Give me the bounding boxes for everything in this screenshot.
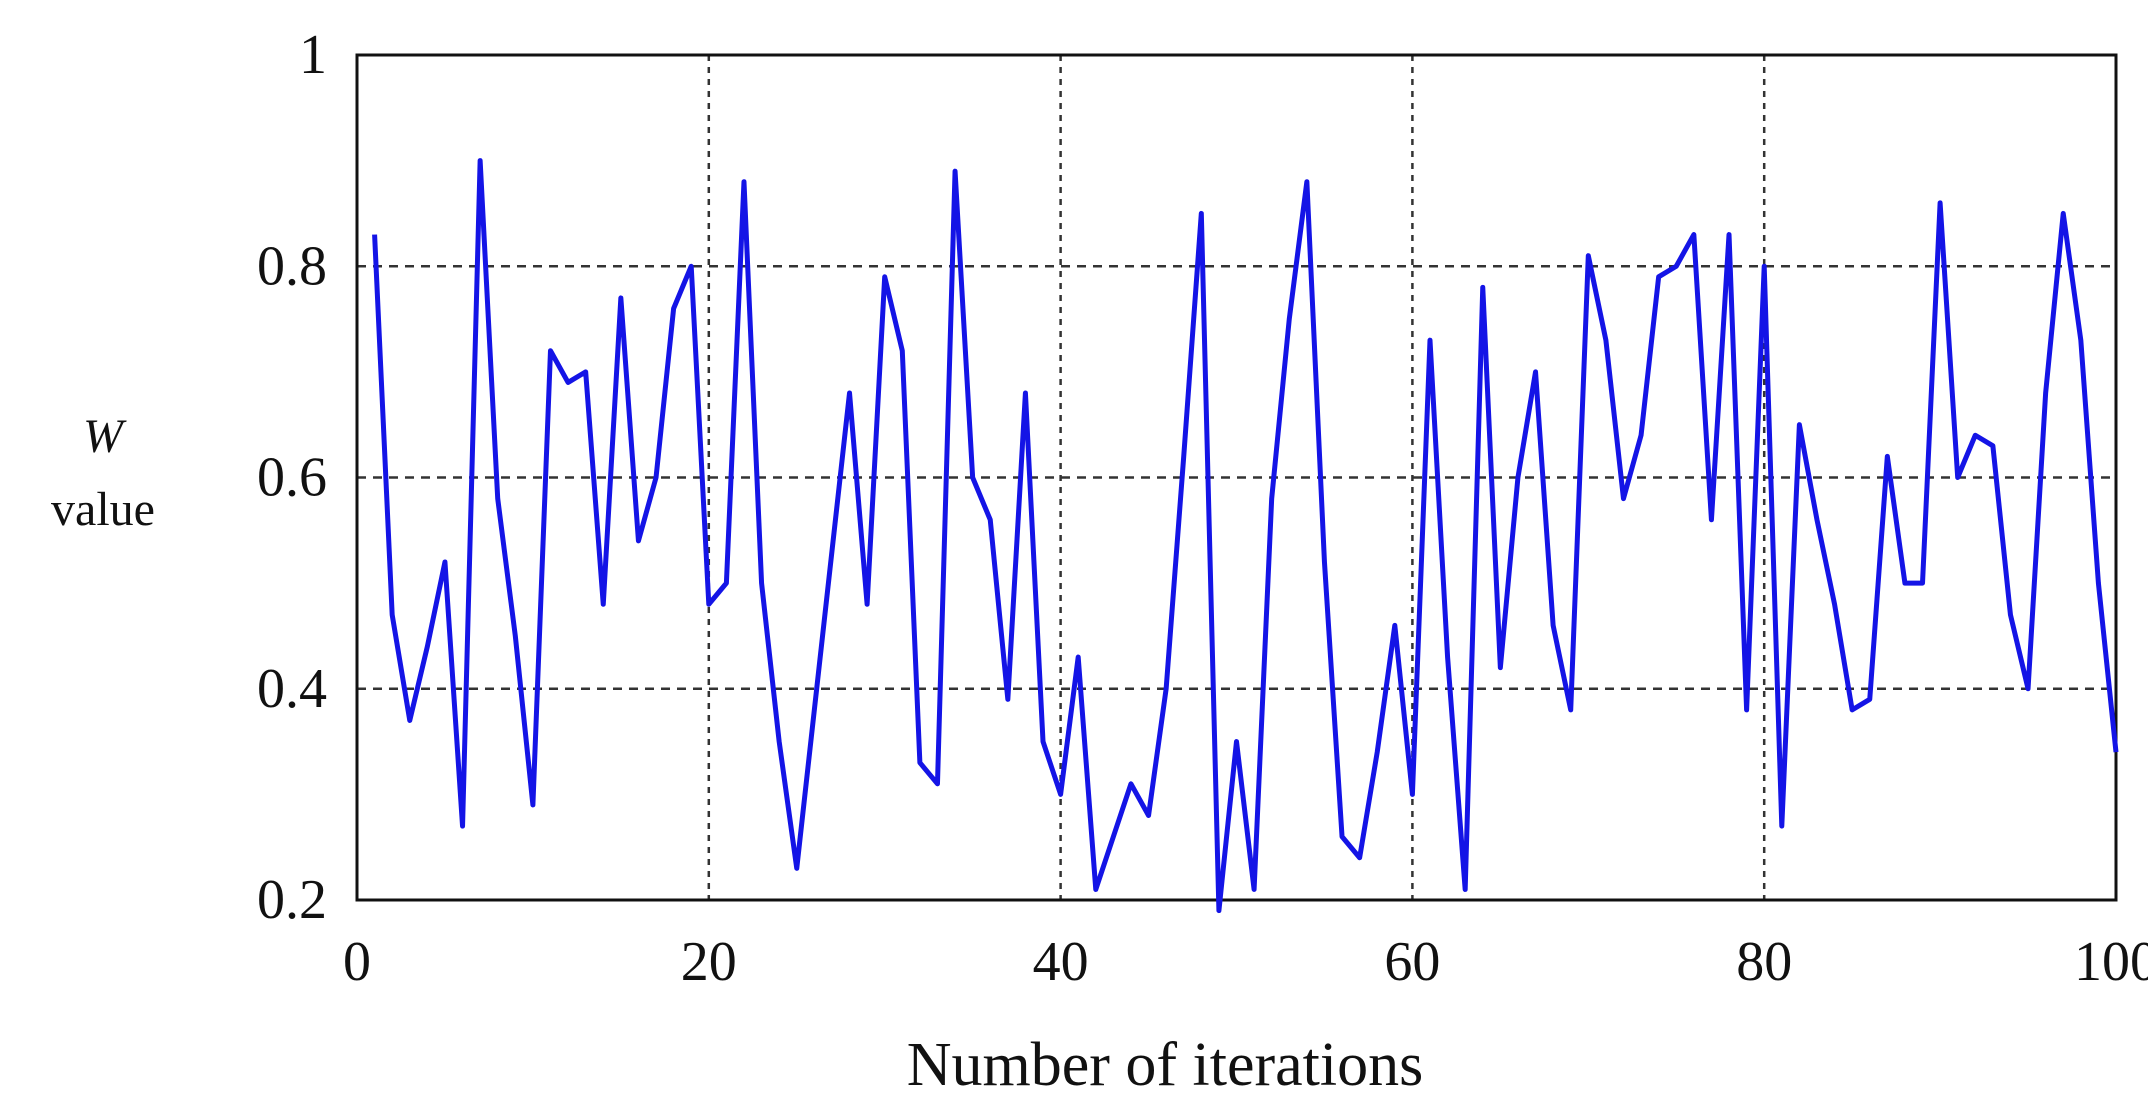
- y-axis-symbol: W: [83, 410, 127, 463]
- x-tick-label: 100: [2074, 931, 2148, 993]
- x-tick-label: 0: [343, 931, 371, 993]
- x-tick-label: 80: [1736, 931, 1792, 993]
- x-tick-label: 40: [1033, 931, 1089, 993]
- plot-frame: [355, 53, 2118, 902]
- y-axis-label: value: [51, 483, 155, 536]
- x-tick-label: 20: [681, 931, 737, 993]
- y-tick-label: 0.2: [257, 869, 327, 931]
- x-axis-label: Number of iterations: [907, 1031, 1424, 1099]
- y-tick-label: 0.6: [257, 447, 327, 509]
- y-tick-label: 0.4: [257, 658, 327, 720]
- y-tick-label: 0.8: [257, 235, 327, 297]
- x-tick-label: 60: [1384, 931, 1440, 993]
- y-tick-label: 1: [299, 24, 327, 86]
- data-line: [372, 158, 2119, 914]
